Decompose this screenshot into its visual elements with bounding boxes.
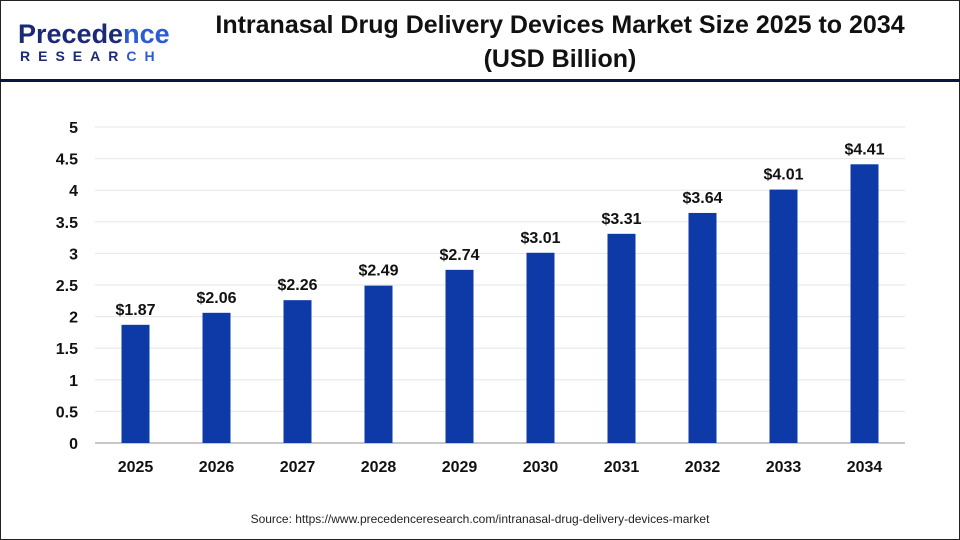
y-tick-label: 0: [69, 436, 78, 453]
data-label: $2.74: [439, 247, 479, 264]
y-tick-label: 2: [69, 310, 78, 327]
y-tick-label: 1.5: [56, 341, 78, 358]
x-tick-label: 2029: [442, 459, 478, 476]
y-tick-label: 4.5: [56, 152, 78, 169]
x-tick-label: 2030: [523, 459, 559, 476]
logo: Precedence RESEARCH: [18, 19, 170, 64]
bar: [121, 324, 150, 443]
x-tick-label: 2034: [847, 459, 883, 476]
title-line-2: (USD Billion): [483, 45, 637, 73]
x-tick-label: 2033: [766, 459, 802, 476]
bar: [364, 285, 393, 443]
data-label: $4.01: [763, 167, 803, 184]
x-tick-label: 2026: [199, 459, 235, 476]
source-text: Source: https://www.precedenceresearch.c…: [250, 512, 710, 526]
y-tick-label: 1: [69, 373, 78, 390]
data-label: $1.87: [115, 302, 155, 319]
data-label: $3.31: [601, 211, 641, 228]
bar: [202, 312, 231, 443]
y-tick-label: 4: [69, 183, 78, 200]
data-label: $2.26: [277, 277, 317, 294]
bar: [769, 189, 798, 443]
y-tick-label: 0.5: [56, 404, 78, 421]
x-tick-label: 2025: [118, 459, 154, 476]
data-label: $3.64: [682, 190, 722, 207]
x-tick-label: 2032: [685, 459, 721, 476]
header-divider: [0, 79, 960, 82]
bar: [526, 252, 555, 443]
chart-title: Intranasal Drug Delivery Devices Market …: [200, 8, 920, 76]
data-label: $3.01: [520, 230, 560, 247]
title-line-1: Intranasal Drug Delivery Devices Market …: [215, 11, 905, 39]
x-tick-label: 2027: [280, 459, 316, 476]
bar: [607, 233, 636, 443]
bar: [850, 164, 879, 443]
y-tick-label: 3: [69, 246, 78, 263]
y-tick-label: 3.5: [56, 215, 78, 232]
y-tick-label: 2.5: [56, 278, 78, 295]
x-tick-label: 2028: [361, 459, 397, 476]
data-label: $2.06: [196, 290, 236, 307]
bar: [688, 212, 717, 443]
data-label: $4.41: [844, 141, 884, 158]
x-tick-label: 2031: [604, 459, 640, 476]
bar: [283, 300, 312, 443]
data-label: $2.49: [358, 263, 398, 280]
y-tick-label: 5: [69, 120, 78, 137]
bar: [445, 269, 474, 443]
